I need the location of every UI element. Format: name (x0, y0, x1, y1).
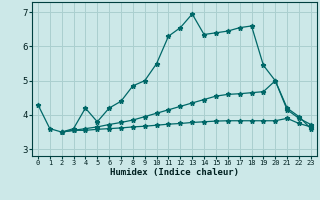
X-axis label: Humidex (Indice chaleur): Humidex (Indice chaleur) (110, 168, 239, 177)
